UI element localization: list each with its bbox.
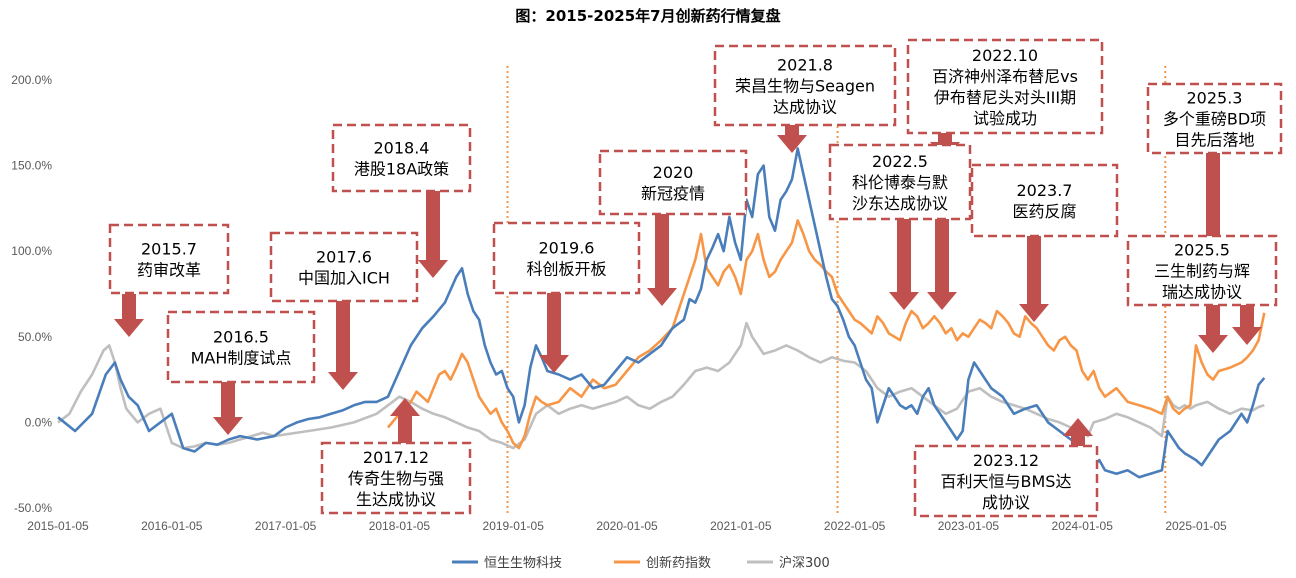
annotation-box	[108, 223, 230, 295]
annotation-text: 2021.8	[777, 56, 833, 75]
annotation-box	[713, 44, 897, 127]
annotation-box	[1126, 234, 1278, 307]
annotation-text: 2022.5	[872, 152, 928, 171]
legend-label: 恒生生物科技	[484, 556, 562, 571]
annotation-arrow	[114, 294, 144, 337]
annotation-text: 港股18A政策	[354, 160, 449, 179]
annotation-text: 多个重磅BD项	[1163, 110, 1266, 129]
legend-label: 沪深300	[779, 555, 830, 571]
annotation-arrow	[889, 219, 919, 310]
annotation-text: 伊布替尼头对头III期	[934, 88, 1076, 107]
annotation-text: 2023.7	[1017, 181, 1073, 200]
x-tick-label: 2023-01-05	[938, 519, 1000, 533]
annotation-text: 2016.5	[213, 328, 269, 347]
x-tick-label: 2018-01-05	[369, 519, 431, 533]
annotation-arrow	[418, 191, 448, 278]
annotation-text: 科创板开板	[526, 260, 606, 279]
annotation-text: 荣昌生物与Seagen	[735, 77, 875, 96]
annotation-text: 传奇生物与强	[348, 469, 444, 488]
annotation-text: 三生制药与辉	[1154, 262, 1250, 281]
annotation-text: 2015.7	[141, 240, 197, 259]
annotation-text: 百济神州泽布替尼vs	[932, 67, 1078, 86]
annotation-text: 达成协议	[773, 98, 837, 117]
annotation-box	[166, 310, 316, 384]
x-tick-label: 2020-01-05	[596, 519, 658, 533]
annotation-arrow	[777, 125, 807, 153]
annotation-box	[913, 444, 1099, 518]
y-tick-label: 100.0%	[11, 244, 52, 258]
annotation-boxes: 2015.7 药审改革 2016.5 MAH制度试点 2017.6 中国加入ICH 2018…	[108, 38, 1283, 518]
annotation-text: 医药反腐	[1012, 202, 1076, 221]
annotation-box	[331, 123, 472, 193]
x-tick-label: 2015-01-05	[27, 519, 89, 533]
annotation-text: 沙东达成协议	[852, 194, 948, 213]
annotation-arrow	[1019, 236, 1049, 322]
annotation-text: 试验成功	[973, 109, 1037, 128]
annotation-text: 瑞达成协议	[1162, 283, 1242, 302]
annotation-text: 科伦博泰与默	[852, 173, 948, 192]
y-axis: 200.0% 150.0% 100.0% 50.0% 0.0% -50.0%	[11, 73, 52, 515]
annotation-arrow	[647, 214, 677, 306]
annotation-text: 2017.6	[316, 248, 372, 267]
x-tick-label: 2021-01-05	[710, 519, 772, 533]
annotation-text: MAH制度试点	[191, 349, 292, 368]
annotation-text: 2025.3	[1187, 89, 1243, 108]
annotation-text: 百利天恒与BMS达	[941, 472, 1072, 491]
annotation-text: 生达成协议	[356, 490, 436, 509]
annotation-box	[492, 221, 641, 295]
annotation-arrow	[390, 398, 420, 443]
annotation-text: 新冠疫情	[641, 184, 705, 203]
annotation-text: 2025.5	[1174, 241, 1230, 260]
annotation-box	[828, 143, 972, 221]
legend: 恒生生物科技 创新药指数 沪深300	[452, 555, 830, 571]
x-tick-label: 2016-01-05	[141, 519, 203, 533]
legend-label: 创新药指数	[646, 555, 711, 571]
y-tick-label: 0.0%	[25, 415, 53, 429]
annotation-text: 目先后落地	[1174, 131, 1254, 150]
annotation-box	[970, 163, 1119, 238]
annotation-arrow	[213, 382, 243, 435]
annotation-text: 2020	[653, 163, 694, 182]
y-tick-label: -50.0%	[14, 501, 52, 515]
x-tick-label: 2024-01-05	[1052, 519, 1114, 533]
annotation-box	[598, 149, 748, 216]
annotation-arrow	[328, 301, 358, 390]
x-tick-label: 2017-01-05	[255, 519, 317, 533]
y-tick-label: 150.0%	[11, 159, 52, 173]
x-tick-label: 2019-01-05	[483, 519, 545, 533]
x-axis: 2015-01-05 2016-01-05 2017-01-05 2018-01-05…	[27, 519, 1227, 533]
x-tick-label: 2025-01-05	[1165, 519, 1227, 533]
annotation-box	[1146, 82, 1283, 155]
annotation-text: 2019.6	[539, 239, 595, 258]
annotation-text: 中国加入ICH	[298, 269, 390, 288]
annotation-text: 成协议	[982, 493, 1030, 512]
annotation-box	[269, 231, 419, 303]
annotation-text: 2018.4	[374, 139, 430, 158]
y-tick-label: 200.0%	[11, 73, 52, 87]
annotation-text: 2023.12	[973, 451, 1039, 470]
annotation-box	[320, 441, 472, 515]
annotation-box	[906, 38, 1104, 135]
annotation-arrow	[1232, 305, 1262, 345]
annotation-arrow	[539, 293, 569, 373]
chart-title: 图：2015-2025年7月创新药行情复盘	[515, 7, 780, 25]
annotation-arrow	[927, 219, 957, 310]
annotation-arrow	[1063, 418, 1093, 446]
x-tick-label: 2022-01-05	[824, 519, 886, 533]
annotation-text: 2017.12	[363, 448, 429, 467]
annotation-text: 2022.10	[972, 46, 1038, 65]
annotation-text: 药审改革	[137, 261, 201, 280]
y-tick-label: 50.0%	[18, 330, 52, 344]
series-line	[387, 219, 1266, 450]
